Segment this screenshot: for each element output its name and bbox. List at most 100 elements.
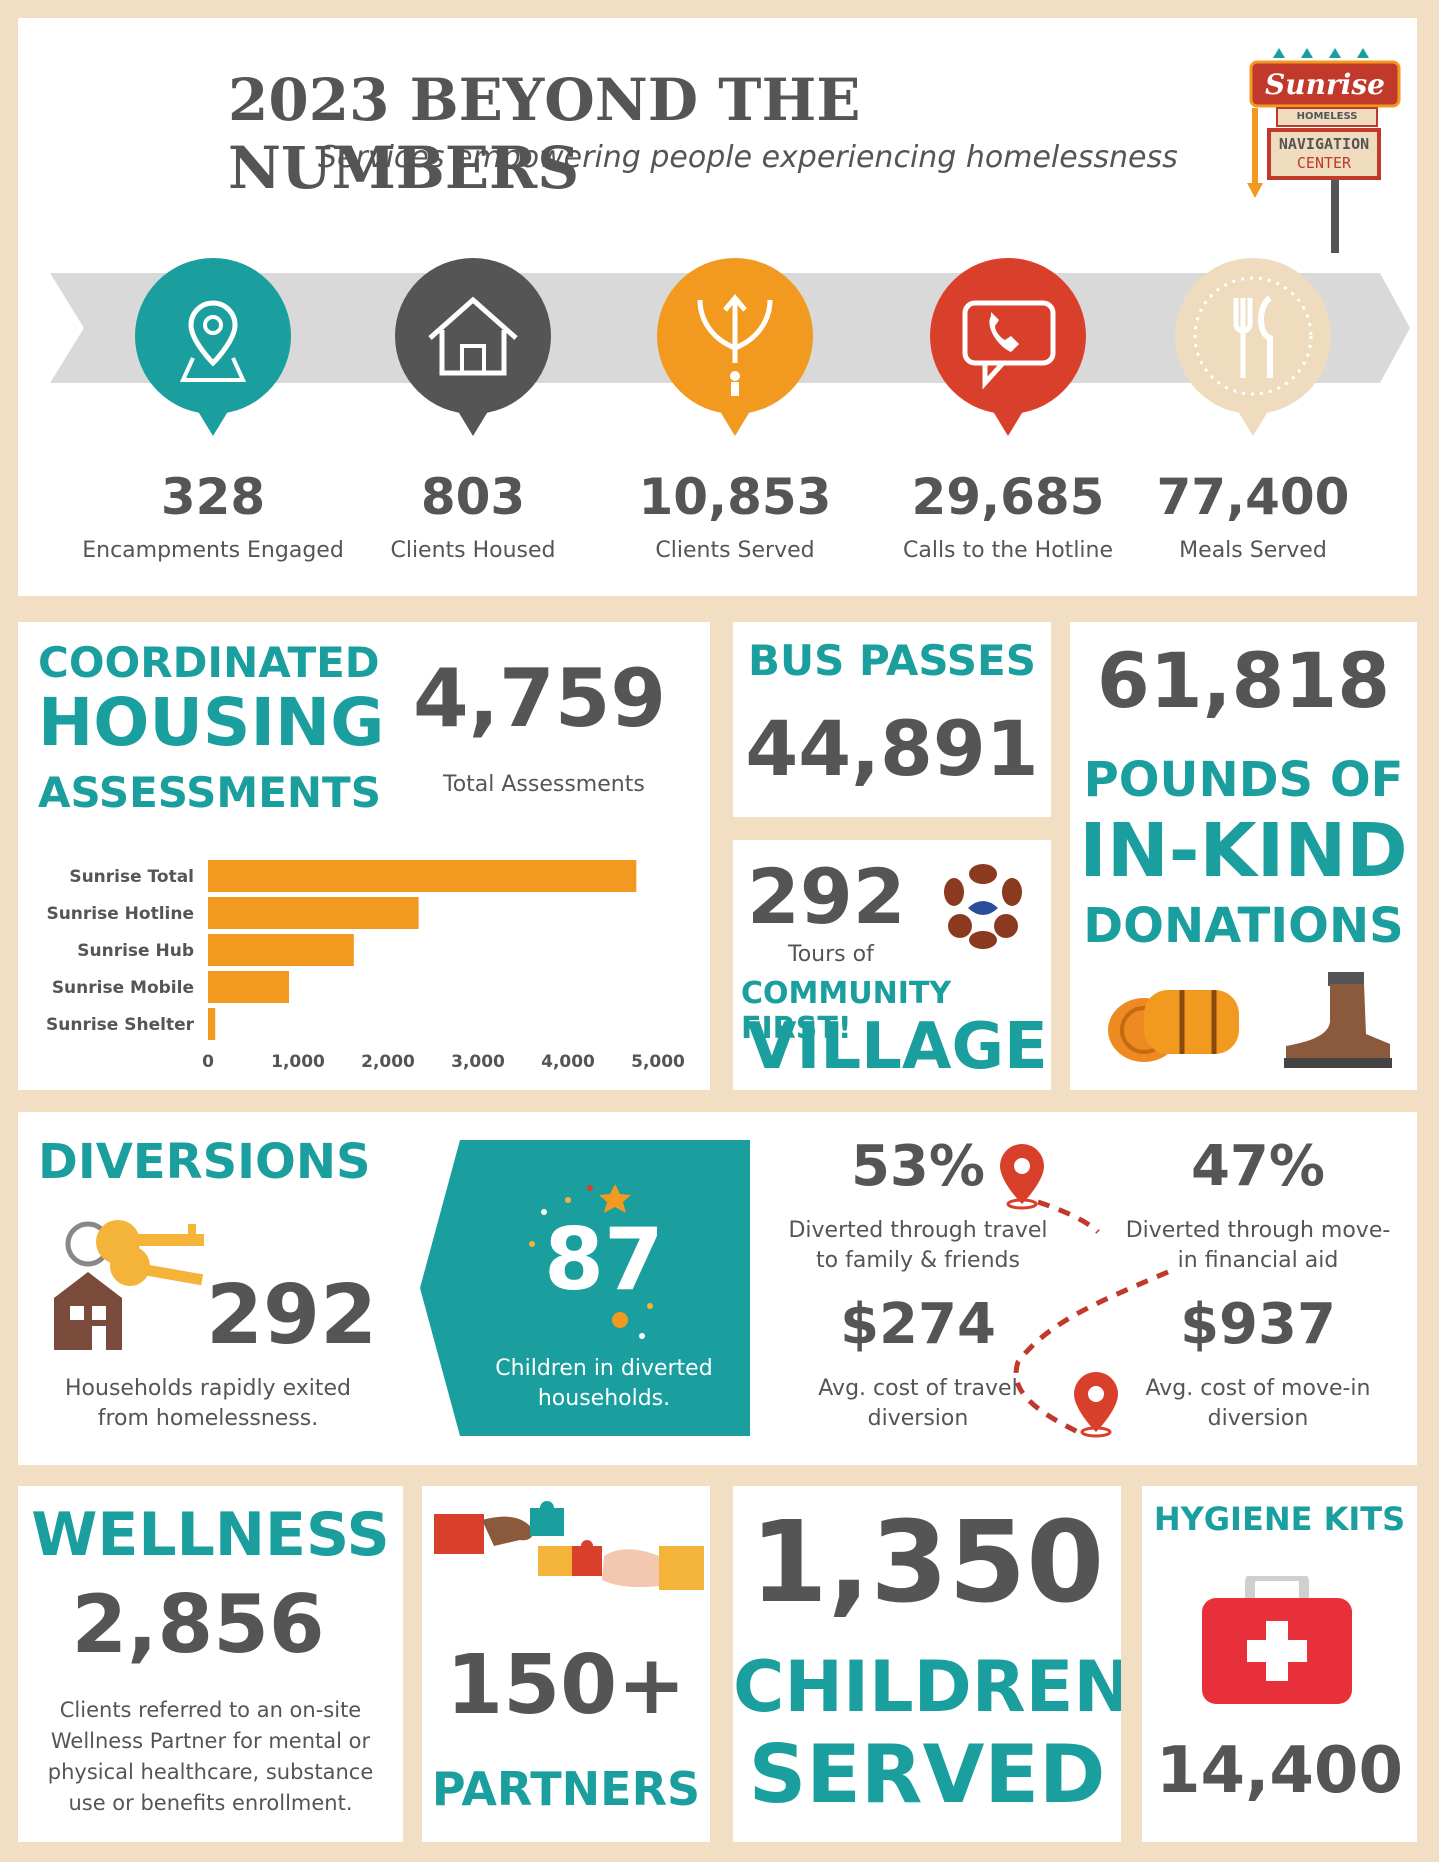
- bar-label: Sunrise Hub: [77, 941, 194, 961]
- children-diverted-value: 87: [544, 1210, 664, 1310]
- hygiene-value: 14,400: [1156, 1734, 1403, 1808]
- stat-housed: 803 Clients Housed: [338, 258, 608, 588]
- diversions-value: 292: [206, 1268, 378, 1363]
- stat-label: Meals Served: [1179, 538, 1327, 563]
- house-keys-icon: [54, 1220, 204, 1350]
- hygiene-title: HYGIENE KITS: [1153, 1500, 1406, 1538]
- community-first-logo-icon: [944, 864, 1022, 949]
- wellness-line-3: physical healthcare, substance: [47, 1760, 374, 1784]
- stat-value: 10,853: [638, 468, 832, 526]
- movein-label-1: Diverted through move-: [1125, 1218, 1391, 1243]
- bar: [208, 1008, 216, 1040]
- tick-label: 1,000: [271, 1052, 325, 1072]
- bar-label: Sunrise Shelter: [46, 1015, 195, 1035]
- wellness-line-2: Wellness Partner for mental or: [50, 1729, 371, 1753]
- children-served-panel: 1,350 CHILDREN SERVED: [733, 1486, 1121, 1842]
- bar-label: Sunrise Total: [69, 867, 194, 887]
- wellness-line-4: use or benefits enrollment.: [68, 1791, 353, 1815]
- stat-label: Clients Housed: [390, 538, 556, 563]
- boot-icon: [1284, 972, 1392, 1068]
- bus-title: BUS PASSES: [748, 636, 1036, 685]
- bar: [208, 934, 354, 966]
- diversions-label-2: from homelessness.: [97, 1406, 319, 1431]
- inkind-value: 61,818: [1096, 636, 1391, 725]
- bar-label: Sunrise Mobile: [52, 978, 194, 998]
- stat-clients-served: 10,853 Clients Served: [600, 258, 870, 588]
- stat-value: 803: [420, 468, 526, 526]
- tick-label: 3,000: [451, 1052, 505, 1072]
- first-aid-kit-icon: [1202, 1576, 1352, 1704]
- tick-label: 5,000: [631, 1052, 685, 1072]
- stat-value: 328: [160, 468, 266, 526]
- stat-hotline: 29,685 Calls to the Hotline: [873, 258, 1143, 588]
- tick-label: 2,000: [361, 1052, 415, 1072]
- sunrise-logo: Sunrise HOMELESS NAVIGATION CENTER: [1243, 38, 1403, 258]
- diversions-label-1: Households rapidly exited: [65, 1376, 351, 1401]
- hygiene-panel: HYGIENE KITS 14,400: [1142, 1486, 1417, 1842]
- route-path-graphic: [1000, 1144, 1169, 1438]
- partners-value: 150+: [446, 1638, 686, 1733]
- phone-chat-icon: [930, 258, 1086, 436]
- tours-line1: COMMUNITY FIRST!: [741, 976, 952, 1046]
- diversions-panel: DIVERSIONS 292 Households rapidly exited…: [18, 1112, 1417, 1465]
- bus-value: 44,891: [745, 704, 1039, 793]
- children-badge-shape: [420, 1140, 750, 1436]
- wellness-value: 2,856: [71, 1578, 325, 1671]
- wellness-title: WELLNESS: [31, 1500, 390, 1570]
- inkind-panel: 61,818 POUNDS OF IN-KIND DONATIONS: [1070, 622, 1417, 1090]
- puzzle-hands-icon: [434, 1501, 704, 1590]
- children-diverted-label-2: households.: [537, 1386, 671, 1411]
- bus-passes-panel: BUS PASSES 44,891: [733, 622, 1051, 817]
- travel-cost: $274: [840, 1292, 996, 1357]
- stat-value: 77,400: [1156, 468, 1350, 526]
- tours-panel: 292 Tours of COMMUNITY FIRST! VILLAGE: [733, 840, 1051, 1090]
- stat-encampments: 328 Encampments Engaged: [78, 258, 348, 588]
- logo-line3: CENTER: [1296, 154, 1352, 172]
- movein-percent: 47%: [1190, 1134, 1326, 1199]
- movein-label-2: in financial aid: [1177, 1248, 1339, 1273]
- movein-cost-label-2: diversion: [1207, 1406, 1309, 1431]
- housing-total-label: Total Assessments: [443, 772, 645, 797]
- travel-cost-label-2: diversion: [867, 1406, 969, 1431]
- children-value: 1,350: [749, 1498, 1105, 1628]
- partners-label: PARTNERS: [431, 1762, 701, 1816]
- stat-label: Clients Served: [655, 538, 815, 563]
- travel-label-2: to family & friends: [816, 1248, 1020, 1273]
- children-line1: CHILDREN: [733, 1646, 1121, 1728]
- stat-label: Encampments Engaged: [82, 538, 344, 563]
- page-title: 2023 BEYOND THE NUMBERS: [228, 66, 861, 202]
- housing-title-3: ASSESSMENTS: [38, 768, 381, 817]
- house-icon: [395, 258, 551, 436]
- tick-label: 0: [202, 1052, 214, 1072]
- movein-cost: $937: [1180, 1292, 1336, 1357]
- movein-cost-label-1: Avg. cost of move-in: [1145, 1376, 1371, 1401]
- logo-line2: NAVIGATION: [1278, 135, 1370, 153]
- bar-label: Sunrise Hotline: [46, 904, 194, 924]
- fork-knife-icon: [1175, 258, 1331, 436]
- sleeping-bag-icon: [1108, 990, 1239, 1062]
- tick-label: 4,000: [541, 1052, 595, 1072]
- inkind-line2: IN-KIND: [1079, 808, 1408, 894]
- stat-label: Calls to the Hotline: [902, 538, 1114, 563]
- inkind-line1: POUNDS OF: [1083, 752, 1404, 808]
- branching-arrows-icon: [657, 258, 813, 436]
- travel-cost-label-1: Avg. cost of travel: [818, 1376, 1018, 1401]
- housing-title-1: COORDINATED: [38, 638, 380, 687]
- page-subtitle: Services empowering people experiencing …: [318, 140, 1178, 175]
- housing-total: 4,759: [413, 652, 667, 745]
- tours-label: Tours of: [788, 942, 874, 967]
- bar: [208, 971, 289, 1003]
- stat-meals: 77,400 Meals Served: [1118, 258, 1388, 588]
- bar: [208, 897, 419, 929]
- tours-value: 292: [747, 852, 906, 941]
- partners-panel: 150+ PARTNERS: [422, 1486, 710, 1842]
- travel-percent: 53%: [850, 1134, 986, 1199]
- tours-line2: VILLAGE: [747, 1010, 1048, 1084]
- inkind-line3: DONATIONS: [1083, 898, 1404, 954]
- housing-title-2: HOUSING: [38, 684, 385, 761]
- bar: [208, 860, 637, 892]
- location-pin-icon: [135, 258, 291, 436]
- travel-label-1: Diverted through travel: [788, 1218, 1048, 1243]
- wellness-line-1: Clients referred to an on-site: [59, 1698, 362, 1722]
- housing-panel: COORDINATED HOUSING ASSESSMENTS 4,759 To…: [18, 622, 710, 1090]
